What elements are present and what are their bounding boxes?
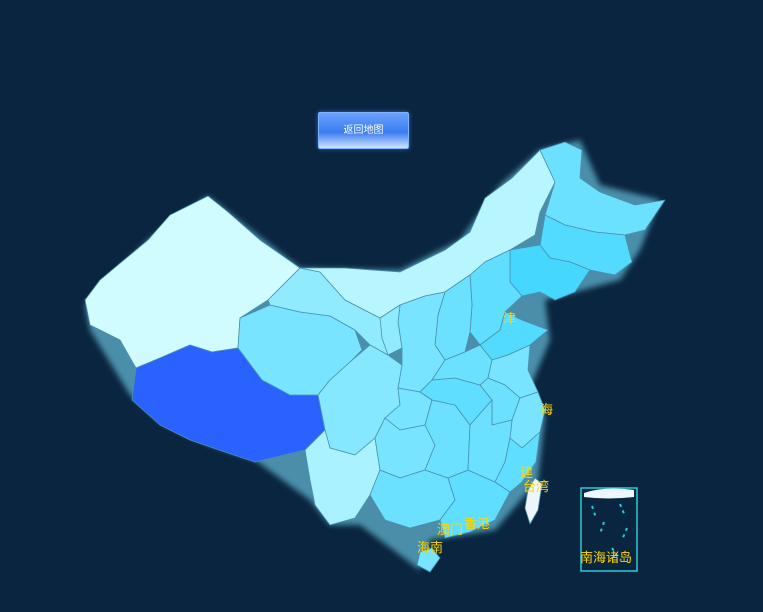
- return-map-button[interactable]: 返回地图: [318, 112, 409, 149]
- label-taiwan: 台湾: [523, 479, 549, 495]
- label-shanghai: 海: [540, 403, 553, 418]
- label-hainan: 海南: [417, 540, 443, 556]
- label-macau: 澳门: [437, 522, 463, 538]
- region-hainan[interactable]: [416, 547, 441, 573]
- label-tianjin: 津: [503, 312, 516, 327]
- region-xinjiang[interactable]: [84, 195, 301, 369]
- label-south-sea: 南海诸岛: [580, 550, 632, 566]
- south-sea-inset: [580, 487, 638, 572]
- label-hongkong: 香港: [464, 517, 490, 532]
- label-fujian: 建: [520, 466, 533, 481]
- region-ningxia[interactable]: [379, 304, 403, 356]
- region-fujian[interactable]: [494, 431, 541, 493]
- map-labels: 津 海 建 台湾 香港 澳门 海南 南海诸岛: [417, 312, 632, 566]
- region-taiwan[interactable]: [524, 477, 543, 525]
